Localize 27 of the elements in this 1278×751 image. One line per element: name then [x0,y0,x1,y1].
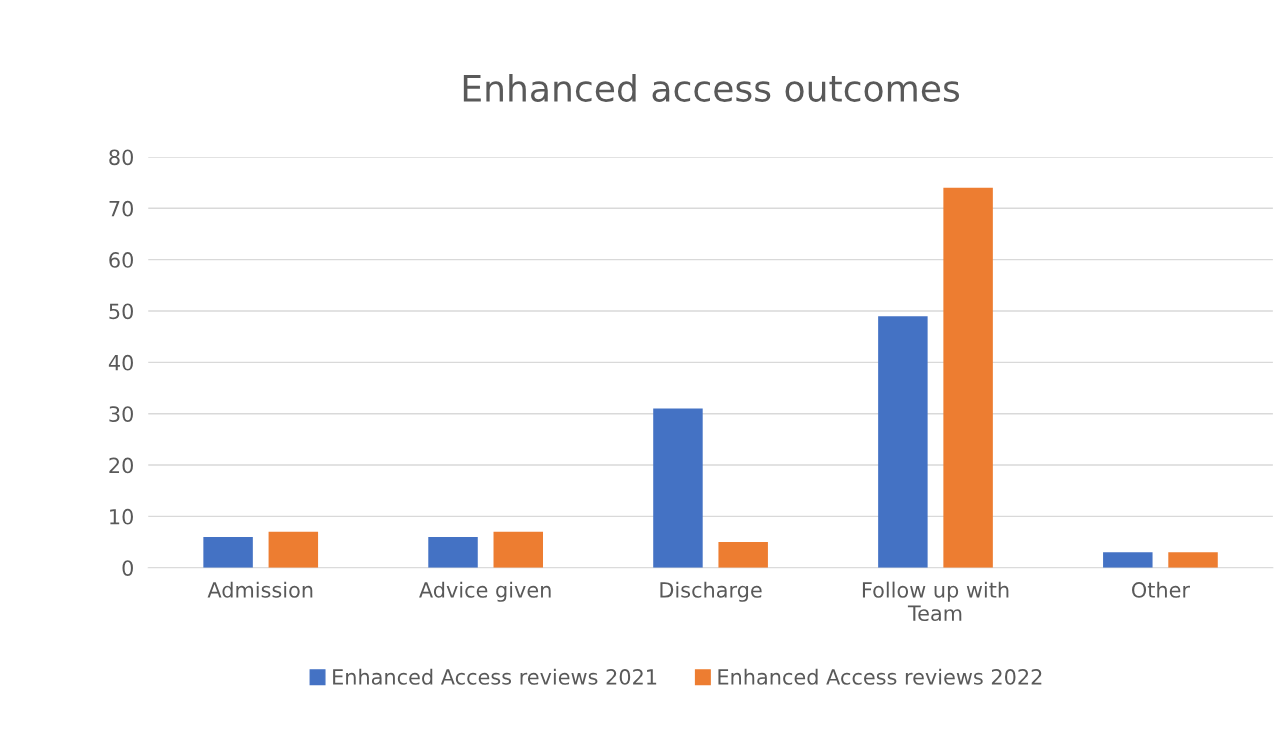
bar [203,536,253,568]
bar [1168,552,1218,568]
legend-label: Enhanced Access reviews 2021 [333,668,657,685]
bar [718,542,768,568]
y-tick-label: 40 [108,354,133,371]
y-tick-label: 70 [109,200,133,217]
bar [428,536,478,568]
y-tick-label: 20 [109,457,133,474]
bar [878,316,928,568]
y-tick-label: 60 [109,252,133,268]
x-tick-label: Discharge [660,581,762,602]
bar [653,408,703,568]
chart-title: Enhanced access outcomes [463,73,960,102]
y-tick-label: 30 [109,406,133,422]
y-tick-label: 80 [109,149,133,166]
bar [493,531,543,568]
x-tick-label: Advice given [419,581,551,602]
bar [943,187,993,568]
legend-label: Enhanced Access reviews 2022 [718,668,1042,685]
y-tick-label: 10 [110,508,133,525]
bar [1103,552,1153,568]
bar [268,531,319,568]
x-tick-label: Other [1132,581,1190,598]
x-tick-label: Admission [207,581,313,598]
y-tick-label: 0 [122,560,133,576]
y-tick-label: 50 [109,303,133,320]
x-tick-label: Follow up with Team [862,581,1009,622]
